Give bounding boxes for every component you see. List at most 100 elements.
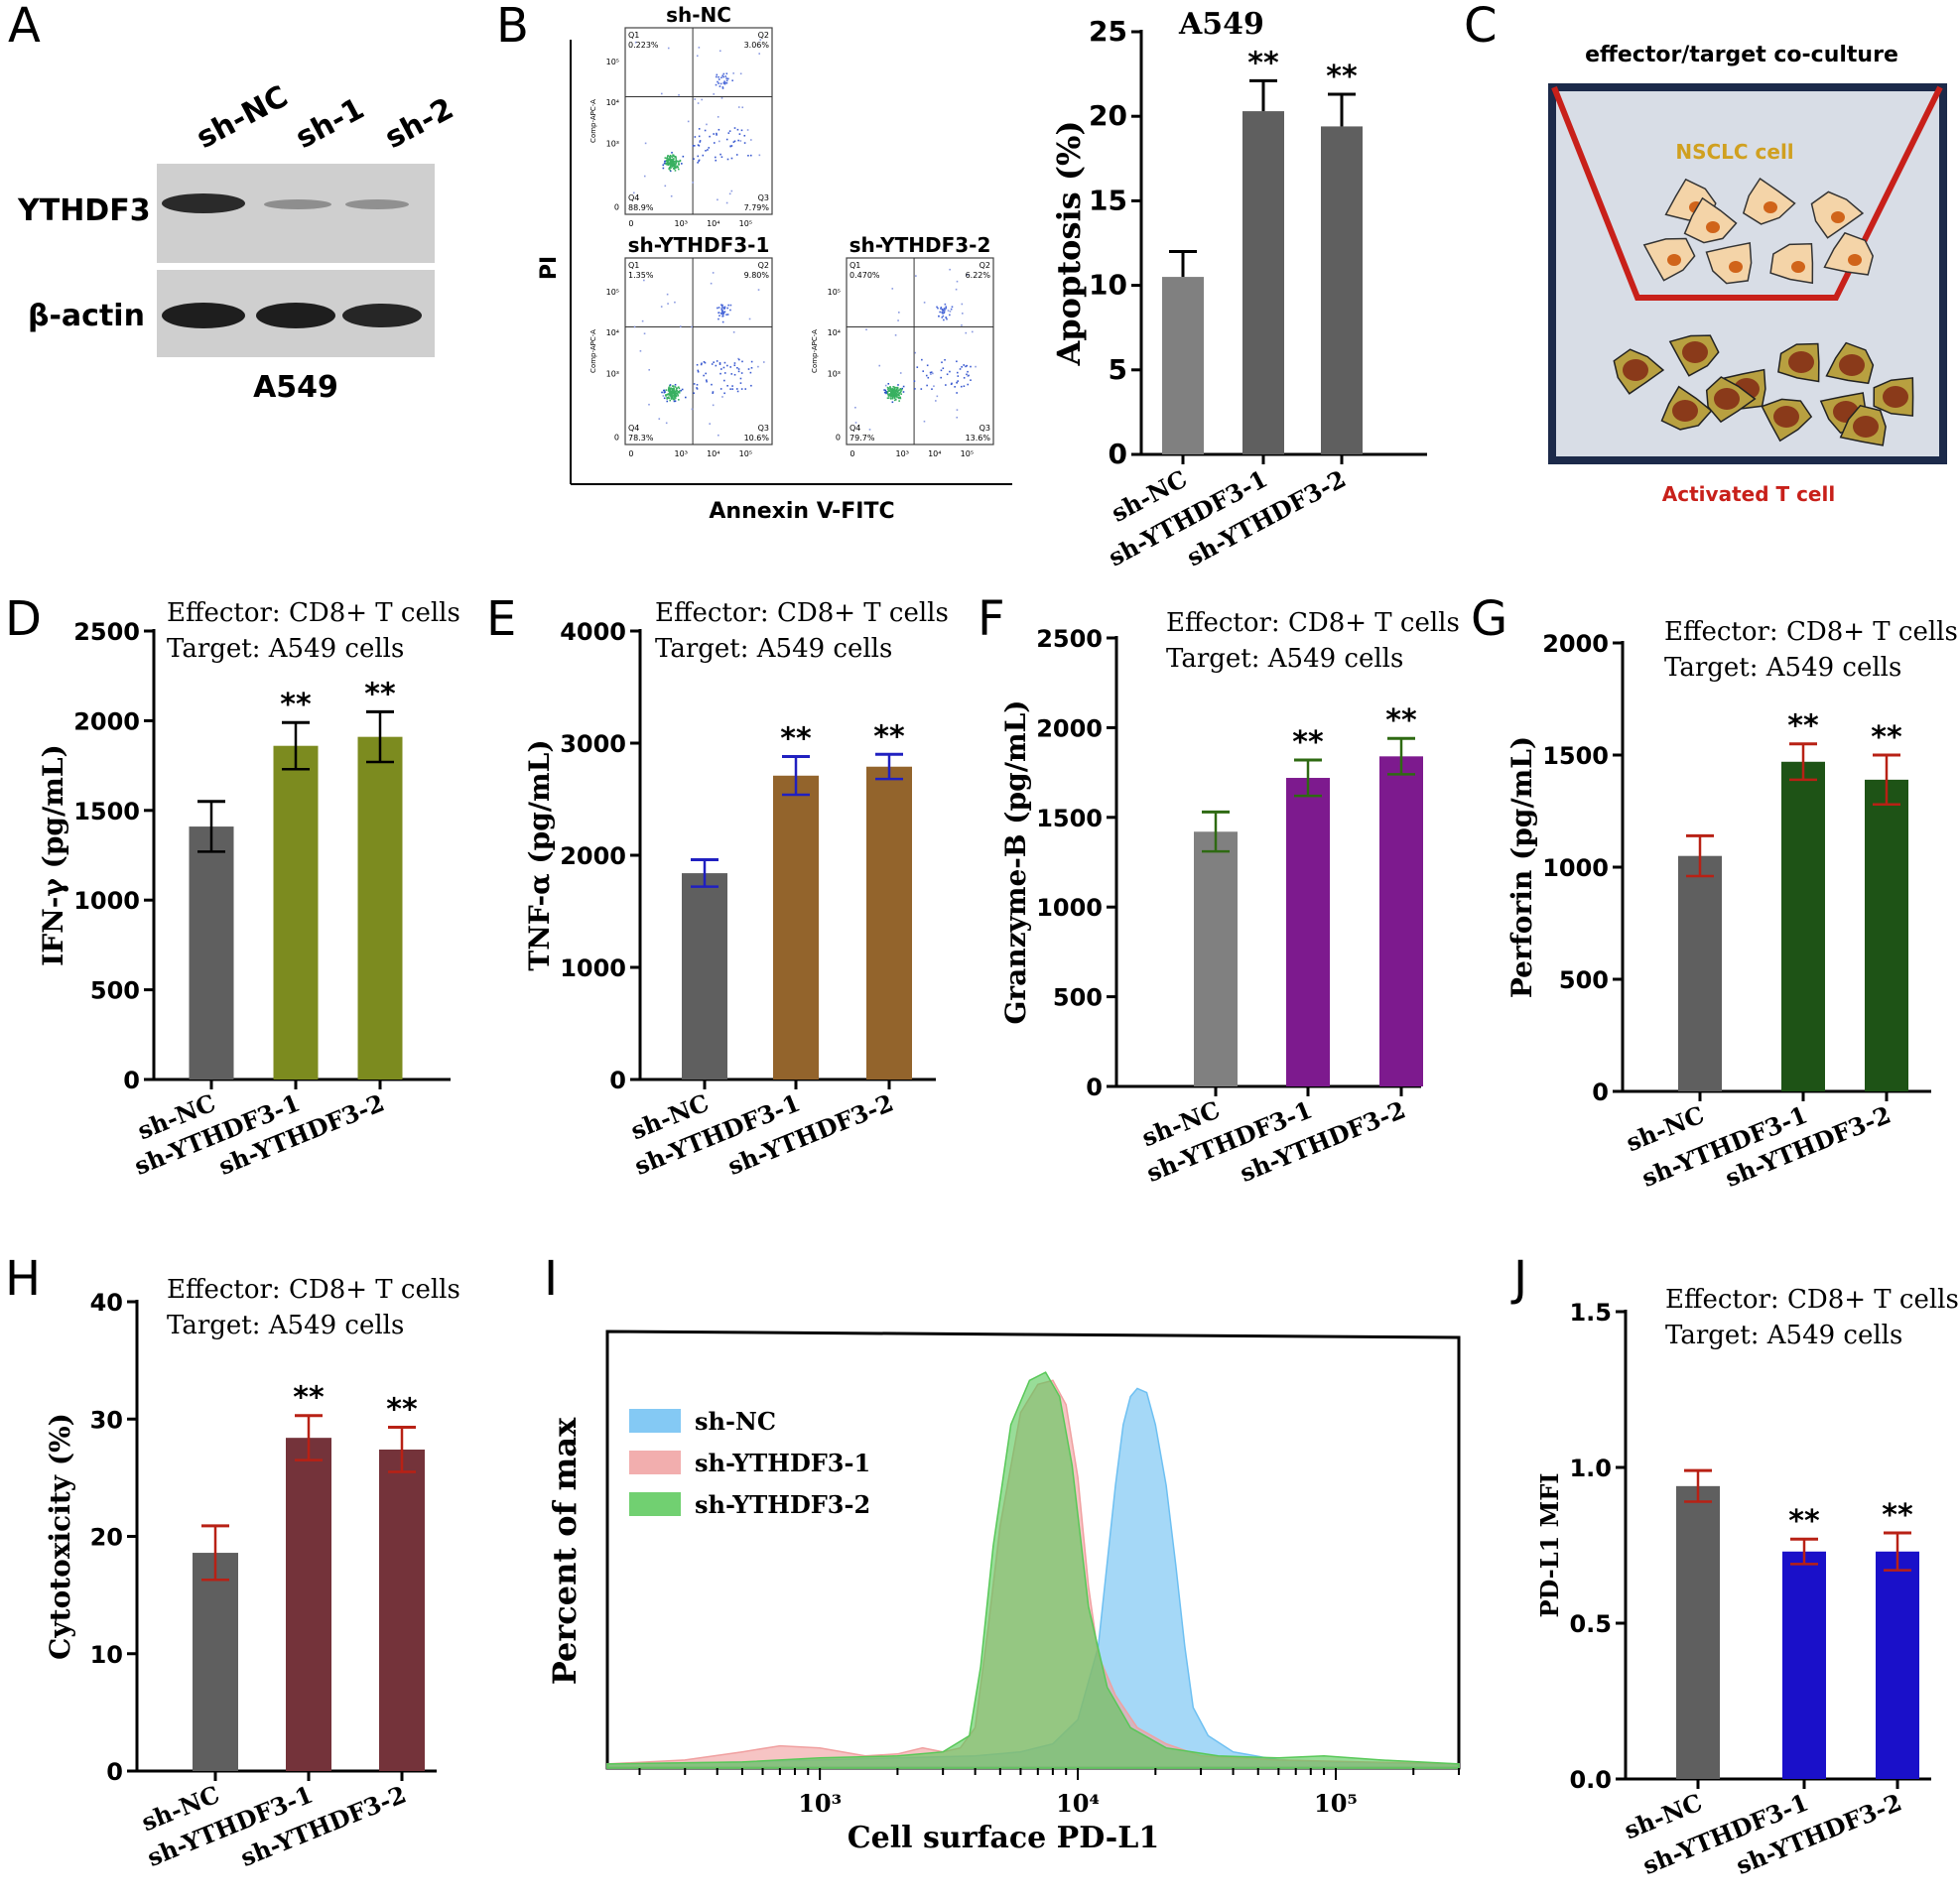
flow-dot [718,128,720,131]
flow-dot [679,159,682,162]
y-tick-label: 40 [90,1289,123,1317]
y-axis-label: Percent of max [546,1417,584,1685]
y-tick-label: 0 [106,1758,123,1786]
flow-dot [678,392,681,394]
flow-dot [664,394,667,396]
flow-cytometry: PI Annexin V-FITC sh-NCQ10.223%Q23.06%Q4… [537,3,1012,524]
flow-dot [737,368,740,370]
quadrant-name-q1: Q1 [849,261,860,270]
flow-dot [670,398,673,400]
y-axis-label: TNF-α (pg/mL) [523,739,556,970]
flow-dot [943,318,945,321]
flow-dot [886,397,889,400]
flow-dot [900,393,902,395]
significance-marker: ** [1871,720,1902,755]
flow-dot [671,388,673,390]
flow-dot [931,388,933,390]
flow-dot [967,370,969,373]
t-cell-nucleus [1788,351,1814,373]
flow-dot [951,306,954,309]
nsclc-cells [1642,177,1874,285]
flow-dot [669,156,671,158]
legend-swatch [629,1409,681,1433]
flow-dot [936,395,939,398]
flow-dot [709,423,712,425]
flow-dot [722,307,724,309]
flow-dot [758,154,761,157]
y-tick-label: 1000 [1036,894,1103,922]
flow-dot [719,82,722,85]
flow-dot [894,389,897,392]
bar-sh-ythdf3-2 [1379,756,1423,1086]
legend-swatch [629,1451,681,1474]
flow-dot [897,396,900,399]
significance-marker: ** [873,719,905,754]
flow-dot [723,307,726,310]
flow-dot [955,288,958,291]
flow-dot [669,399,672,402]
flow-dot [936,306,938,309]
quadrant-name-q4: Q4 [628,193,639,202]
bar-chart-j: 0.00.51.01.5PD-L1 MFIsh-NCsh-YTHDF3-1**s… [1535,1285,1959,1880]
flow-dot [854,406,856,409]
y-tick-label: 1000 [1542,854,1609,882]
y-tick-label: 500 [1559,966,1609,994]
flow-dot [700,363,703,366]
flow-y-tick-label: 0 [614,433,619,442]
flow-dot [669,389,672,391]
flow-dot [961,324,963,326]
flow-dot [739,72,742,75]
flow-plot-title: sh-YTHDF3-1 [628,233,770,257]
flow-dot [719,85,721,87]
flow-dot [949,314,951,317]
flow-dot [943,311,946,314]
flow-dot [887,397,890,399]
bar-sh-ythdf3-2 [379,1449,425,1771]
t-cell-nucleus [1682,341,1708,363]
flow-dot [946,317,948,320]
flow-dot [946,373,949,376]
flow-dot [697,369,700,372]
flow-dot [926,364,929,367]
flow-dot [671,166,674,168]
flow-dot [726,307,728,310]
flow-dot [697,370,700,373]
flow-dot [930,371,933,374]
flow-dot [670,161,673,163]
legend-label: sh-YTHDF3-1 [695,1449,870,1477]
coculture-title: effector/target co-culture [1585,43,1898,67]
flow-dot [718,78,720,80]
flow-dot [672,155,675,158]
flow-dot [897,389,900,392]
flow-dot [698,128,701,130]
flow-dot [891,388,894,390]
band-actin-sh-nc [162,303,245,328]
flow-dot [674,166,677,168]
flow-dot [674,396,676,398]
flow-dot [709,135,711,138]
flow-dot [883,389,885,391]
significance-marker: ** [1385,703,1417,738]
flow-dot [667,164,670,167]
t-cell-nucleus [1773,406,1799,428]
significance-marker: ** [1787,709,1819,744]
y-tick-label: 1.0 [1569,1455,1612,1482]
flow-dot [681,388,684,391]
flow-dot [669,384,672,386]
flow-x-tick-label: 0 [628,449,633,458]
legend-label: sh-YTHDF3-2 [695,1490,870,1519]
flow-dot [902,385,905,388]
flow-dot [901,387,903,390]
flow-dot [890,389,893,391]
flow-dot [898,392,901,395]
flow-dot [675,388,678,390]
nsclc-nucleus [1706,221,1720,233]
flow-dot [692,182,694,184]
flow-dot [721,87,724,89]
flow-dot [726,314,729,316]
flow-dot [895,389,898,392]
